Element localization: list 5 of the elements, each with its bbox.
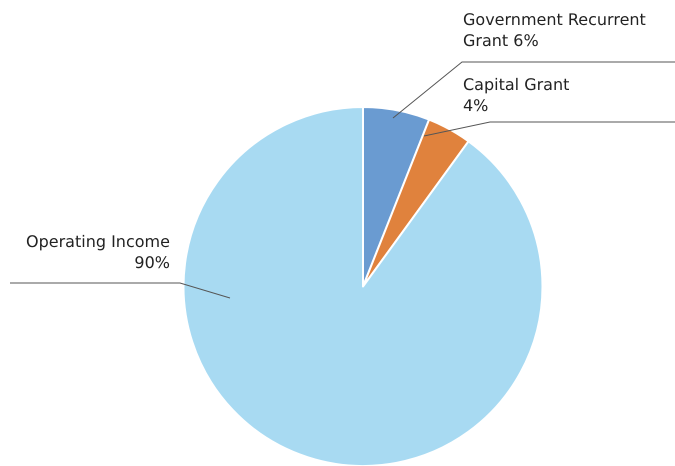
slice-label: Operating Income — [26, 232, 170, 251]
slice-label: Government Recurrent Grant 6% — [463, 10, 646, 50]
slice-label: Capital Grant — [463, 75, 570, 94]
data-label: 4% — [463, 96, 488, 115]
data-label: 90% — [134, 252, 170, 272]
